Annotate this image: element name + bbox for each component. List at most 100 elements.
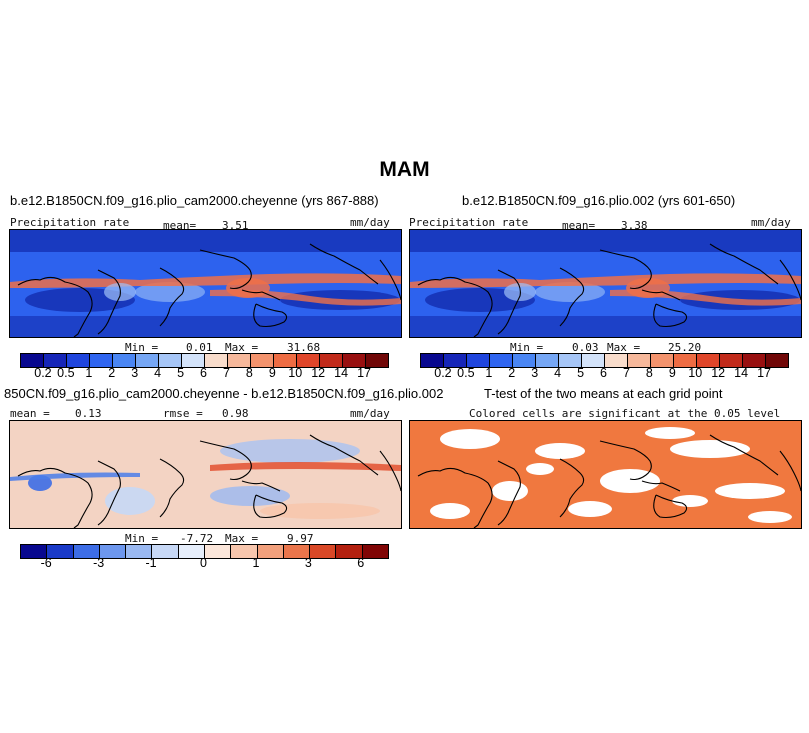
colorbar-swatch [720,354,743,367]
colorbar-swatch [136,354,159,367]
max-label-top-right: Max = [607,341,641,354]
colorbar-tick-label: -6 [40,556,52,570]
colorbar-swatch [205,354,228,367]
mean-value-bottom-left: 0.13 [75,407,102,420]
units-top-left: mm/day [350,216,390,229]
colorbar-swatch [67,354,90,367]
colorbar-swatch [99,545,127,558]
colorbar-tick-label: 4 [154,366,162,380]
colorbar-tick-label: 1 [85,366,93,380]
colorbar-swatch [444,354,467,367]
variable-label-top-right: Precipitation rate [409,216,529,229]
colorbar-tick-label: 14 [334,366,349,380]
colorbar-swatch [343,354,366,367]
colorbar-tick-label: 2 [108,366,116,380]
mean-label-top-right: mean= [562,219,596,232]
colorbar-tick-label: 5 [177,366,185,380]
max-value-top-right: 25.20 [668,341,702,354]
mean-value-top-right: 3.38 [621,219,648,232]
colorbar-tick-label: 8 [245,366,253,380]
colorbar-tick-label: 6 [600,366,607,380]
min-label-bottom-left: Min = [125,532,159,545]
map-canvas [410,230,801,337]
colorbar-swatch [766,354,788,367]
colorbar-bottom-left [20,544,389,559]
colorbar-tick-label: 3 [304,556,312,570]
max-label-top-left: Max = [225,341,259,354]
colorbar-swatch [283,545,311,558]
colorbar-swatch [182,354,205,367]
difference-map-bottom-left [9,420,402,529]
colorbar-swatch [628,354,651,367]
colorbar-swatch [421,354,444,367]
colorbar-swatch [204,545,232,558]
colorbar-swatch [536,354,559,367]
colorbar-swatch [159,354,182,367]
colorbar-tick-label: 0.2 [434,366,452,380]
min-value-bottom-left: -7.72 [180,532,214,545]
colorbar-tick-label: 0.5 [57,366,75,380]
colorbar-tick-label: 17 [357,366,372,380]
min-label-top-right: Min = [510,341,544,354]
colorbar-top-right [420,353,789,368]
precipitation-map-top-right [409,229,802,338]
colorbar-tick-label: 1 [485,366,493,380]
significance-note: Colored cells are significant at the 0.0… [469,407,781,420]
colorbar-swatch [559,354,582,367]
colorbar-swatch [320,354,343,367]
colorbar-swatch [44,354,67,367]
colorbar-tick-label: 10 [288,366,303,380]
colorbar-swatch [274,354,297,367]
colorbar-tick-label: 9 [268,366,276,380]
colorbar-swatch [90,354,113,367]
colorbar-swatch [178,545,205,558]
colorbar-ticks-top-left: 0.2 0.5 1 2 3 4 5 6 7 8 9 10 12 14 17 [20,366,389,382]
colorbar-tick-label: -1 [145,556,157,570]
colorbar-tick-label: 12 [711,366,726,380]
colorbar-tick-label: 6 [357,556,365,570]
colorbar-swatch [251,354,274,367]
units-top-right: mm/day [751,216,791,229]
colorbar-swatch [582,354,605,367]
colorbar-ticks-bottom-left: -6 -3 -1 0 1 3 6 [20,556,389,572]
colorbar-tick-label: 3 [131,366,139,380]
colorbar-swatch [21,354,44,367]
colorbar-swatch [47,545,74,558]
colorbar-swatch [513,354,536,367]
precipitation-map-top-left [9,229,402,338]
colorbar-tick-label: 3 [531,366,539,380]
colorbar-swatch [336,545,363,558]
colorbar-swatch [257,545,284,558]
colorbar-tick-label: 7 [222,366,230,380]
colorbar-swatch [152,545,179,558]
colorbar-swatch [228,354,251,367]
colorbar-swatch [605,354,628,367]
max-value-bottom-left: 9.97 [287,532,314,545]
panel-title-top-right: b.e12.B1850CN.f09_g16.plio.002 (yrs 601-… [462,193,736,208]
variable-label-top-left: Precipitation rate [10,216,130,229]
colorbar-swatch [697,354,720,367]
map-canvas [10,230,401,337]
season-title: MAM [379,158,430,181]
colorbar-swatch [674,354,697,367]
mean-label-bottom-left: mean = [10,407,50,420]
panel-title-bottom-left: 850CN.f09_g16.plio_cam2000.cheyenne - b.… [4,386,444,401]
panel-title-top-left: b.e12.B1850CN.f09_g16.plio_cam2000.cheye… [10,193,379,208]
panel-title-bottom-right: T-test of the two means at each grid poi… [484,386,723,401]
colorbar-tick-label: 10 [688,366,703,380]
map-canvas [410,421,801,528]
colorbar-tick-label: -3 [93,556,105,570]
colorbar-swatch [366,354,388,367]
colorbar-tick-label: 0.5 [457,366,475,380]
colorbar-tick-label: 17 [757,366,772,380]
units-bottom-left: mm/day [350,407,390,420]
colorbar-swatch [21,545,48,558]
colorbar-tick-label: 5 [577,366,585,380]
colorbar-swatch [73,545,100,558]
colorbar-swatch [490,354,513,367]
max-label-bottom-left: Max = [225,532,259,545]
min-value-top-left: 0.01 [186,341,213,354]
colorbar-tick-label: 7 [622,366,630,380]
colorbar-tick-label: 0.2 [34,366,52,380]
mean-value-top-left: 3.51 [222,219,249,232]
